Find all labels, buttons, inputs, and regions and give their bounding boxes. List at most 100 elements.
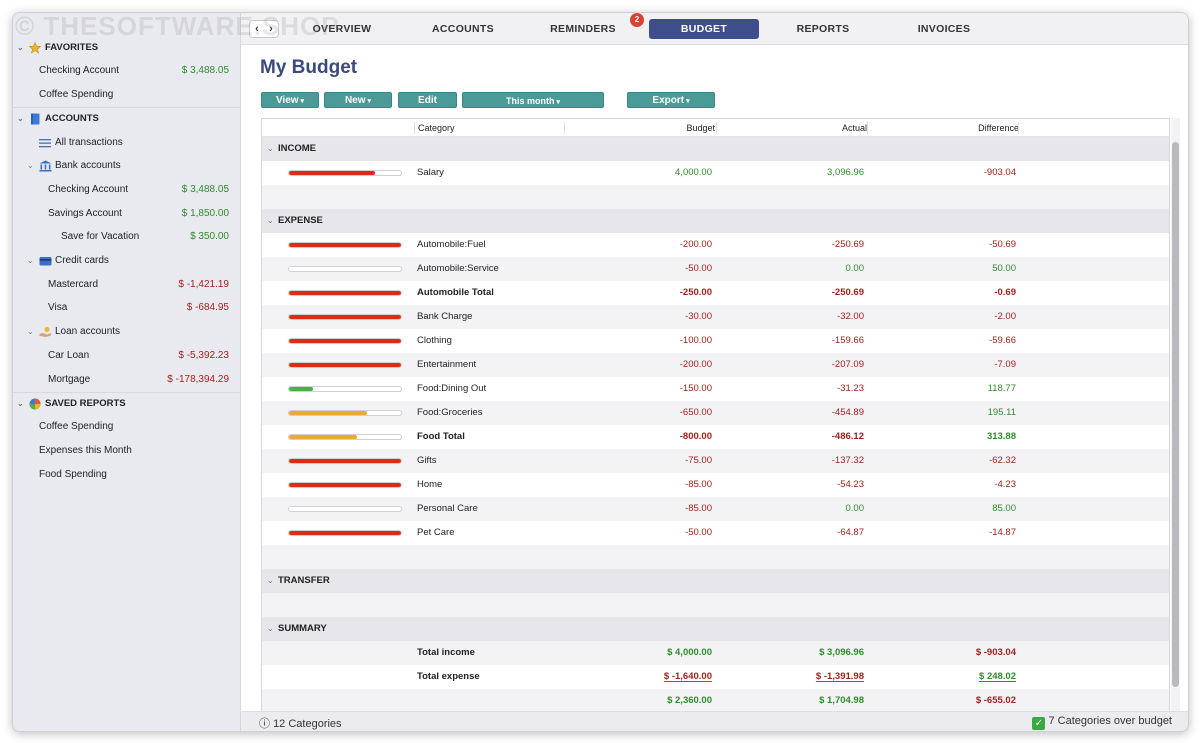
sidebar-item-checking-account[interactable]: Checking Account $ 3,488.05	[13, 179, 241, 201]
view-button[interactable]: View ▾	[261, 92, 319, 108]
sidebar-group-loan-accounts[interactable]: ⌄ Loan accounts	[13, 321, 241, 343]
column-header-budget[interactable]: Budget	[686, 123, 715, 133]
table-row[interactable]: Salary 4,000.00 3,096.96 -903.04	[262, 161, 1169, 185]
table-row[interactable]: Bank Charge -30.00 -32.00 -2.00	[262, 305, 1169, 329]
section-title: INCOME	[278, 143, 316, 154]
table-row[interactable]: Food Total -800.00 -486.12 313.88	[262, 425, 1169, 449]
table-row[interactable]: Automobile:Fuel -200.00 -250.69 -50.69	[262, 233, 1169, 257]
sidebar-group-bank-accounts[interactable]: ⌄ Bank accounts	[13, 155, 241, 177]
tab-overview[interactable]: OVERVIEW	[312, 23, 372, 35]
chevron-down-icon[interactable]: ⌄	[17, 43, 24, 52]
category-label: Home	[417, 479, 443, 490]
actual-value: -32.00	[837, 311, 864, 322]
sidebar-item-report-expenses-month[interactable]: Expenses this Month	[13, 440, 241, 462]
table-row[interactable]: Home -85.00 -54.23 -4.23	[262, 473, 1169, 497]
vertical-scrollbar[interactable]	[1171, 118, 1180, 715]
scrollbar-thumb[interactable]	[1172, 142, 1179, 687]
sidebar-group-credit-cards[interactable]: ⌄ Credit cards	[13, 250, 241, 272]
difference-total: $ 248.02	[979, 671, 1016, 682]
edit-button[interactable]: Edit	[398, 92, 457, 108]
table-row[interactable]: Food:Groceries -650.00 -454.89 195.11	[262, 401, 1169, 425]
chevron-down-icon[interactable]: ⌄	[267, 216, 274, 225]
chevron-down-icon[interactable]: ⌄	[267, 576, 274, 585]
forward-icon[interactable]: ›	[269, 23, 273, 35]
budget-value: -30.00	[685, 311, 712, 322]
section-expense[interactable]: ⌄ EXPENSE	[262, 209, 1169, 233]
tab-reports[interactable]: REPORTS	[796, 23, 850, 35]
chevron-down-icon[interactable]: ⌄	[267, 144, 274, 153]
tab-accounts[interactable]: ACCOUNTS	[432, 23, 494, 35]
actual-value: -250.69	[831, 239, 864, 250]
table-row[interactable]: Entertainment -200.00 -207.09 -7.09	[262, 353, 1169, 377]
sidebar-section-favorites[interactable]: ⌄ FAVORITES	[13, 37, 241, 59]
tab-invoices[interactable]: INVOICES	[917, 23, 971, 35]
category-label: Automobile:Fuel	[417, 239, 486, 250]
table-row[interactable]: Automobile Total -250.00 -250.69 -0.69	[262, 281, 1169, 305]
sidebar-section-accounts[interactable]: ⌄ ACCOUNTS	[13, 108, 241, 130]
section-income[interactable]: ⌄ INCOME	[262, 137, 1169, 161]
status-right: ✓ 7 Categories over budget	[1032, 715, 1172, 730]
difference-value: -50.69	[989, 239, 1016, 250]
column-separator	[867, 122, 868, 134]
tab-reminders[interactable]: REMINDERS	[550, 23, 616, 35]
difference-value: -59.66	[989, 335, 1016, 346]
sidebar-item-visa[interactable]: Visa $ -684.95	[13, 297, 241, 319]
summary-row[interactable]: Total income $ 4,000.00 $ 3,096.96 $ -903.0…	[262, 641, 1169, 665]
sidebar-item-report-coffee[interactable]: Coffee Spending	[13, 416, 241, 438]
difference-value: -2.00	[994, 311, 1016, 322]
progress-bar	[288, 242, 402, 248]
sidebar-item-all-transactions[interactable]: All transactions	[13, 132, 241, 154]
sidebar-item-mastercard[interactable]: Mastercard $ -1,421.19	[13, 274, 241, 296]
category-label: Clothing	[417, 335, 452, 346]
actual-value: -64.87	[837, 527, 864, 538]
summary-row[interactable]: Total expense $ -1,640.00 $ -1,391.98 $ 248…	[262, 665, 1169, 689]
chevron-down-icon[interactable]: ⌄	[27, 327, 34, 336]
section-summary[interactable]: ⌄ SUMMARY	[262, 617, 1169, 641]
sidebar-item-car-loan[interactable]: Car Loan $ -5,392.23	[13, 345, 241, 367]
column-header-actual[interactable]: Actual	[841, 123, 867, 133]
column-header-difference[interactable]: Difference	[978, 123, 1019, 133]
table-row[interactable]: Automobile:Service -50.00 0.00 50.00	[262, 257, 1169, 281]
sidebar-item-savings-account[interactable]: Savings Account $ 1,850.00	[13, 203, 241, 225]
period-select[interactable]: This month ▾	[462, 92, 604, 108]
page-title: My Budget	[260, 57, 358, 78]
table-row[interactable]: Pet Care -50.00 -64.87 -14.87	[262, 521, 1169, 545]
chevron-down-icon[interactable]: ⌄	[267, 624, 274, 633]
progress-fill	[289, 171, 376, 175]
budget-value: -150.00	[679, 383, 712, 394]
chevron-down-icon[interactable]: ⌄	[27, 161, 34, 170]
sidebar-item-favorite-coffee[interactable]: Coffee Spending	[13, 84, 241, 106]
sidebar-item-label: Credit cards	[55, 255, 109, 266]
budget-value: -75.00	[685, 455, 712, 466]
actual-value: 0.00	[845, 263, 865, 274]
sidebar-item-save-for-vacation[interactable]: Save for Vacation $ 350.00	[13, 226, 241, 248]
pie-chart-icon	[29, 398, 41, 410]
table-row[interactable]: Gifts -75.00 -137.32 -62.32	[262, 449, 1169, 473]
export-button[interactable]: Export ▾	[627, 92, 715, 108]
spacer-row	[262, 185, 1169, 209]
sidebar-item-mortgage[interactable]: Mortgage $ -178,394.29	[13, 369, 241, 391]
new-button[interactable]: New ▾	[324, 92, 392, 108]
progress-bar	[288, 314, 402, 320]
chevron-down-icon[interactable]: ⌄	[27, 256, 34, 265]
sidebar-section-saved-reports[interactable]: ⌄ SAVED REPORTS	[13, 393, 241, 415]
actual-value: 3,096.96	[827, 167, 864, 178]
progress-bar	[288, 170, 402, 176]
sidebar-item-label: Car Loan	[48, 350, 90, 361]
summary-row[interactable]: $ 2,360.00 $ 1,704.98 $ -655.02	[262, 689, 1169, 713]
back-icon[interactable]: ‹	[255, 23, 259, 35]
sidebar-item-amount: $ -178,394.29	[167, 374, 229, 385]
table-row[interactable]: Food:Dining Out -150.00 -31.23 118.77	[262, 377, 1169, 401]
column-header-category[interactable]: Category	[418, 123, 455, 133]
sidebar-item-amount: $ 3,488.05	[181, 65, 229, 76]
section-transfer[interactable]: ⌄ TRANSFER	[262, 569, 1169, 593]
actual-total: $ 3,096.96	[819, 647, 864, 658]
over-budget-count: 7 Categories over budget	[1048, 715, 1172, 727]
table-row[interactable]: Personal Care -85.00 0.00 85.00	[262, 497, 1169, 521]
table-row[interactable]: Clothing -100.00 -159.66 -59.66	[262, 329, 1169, 353]
chevron-down-icon[interactable]: ⌄	[17, 114, 24, 123]
sidebar-item-report-food[interactable]: Food Spending	[13, 464, 241, 486]
tab-budget[interactable]: BUDGET	[649, 19, 759, 39]
chevron-down-icon[interactable]: ⌄	[17, 399, 24, 408]
sidebar-item-favorite-checking[interactable]: Checking Account $ 3,488.05	[13, 60, 241, 82]
